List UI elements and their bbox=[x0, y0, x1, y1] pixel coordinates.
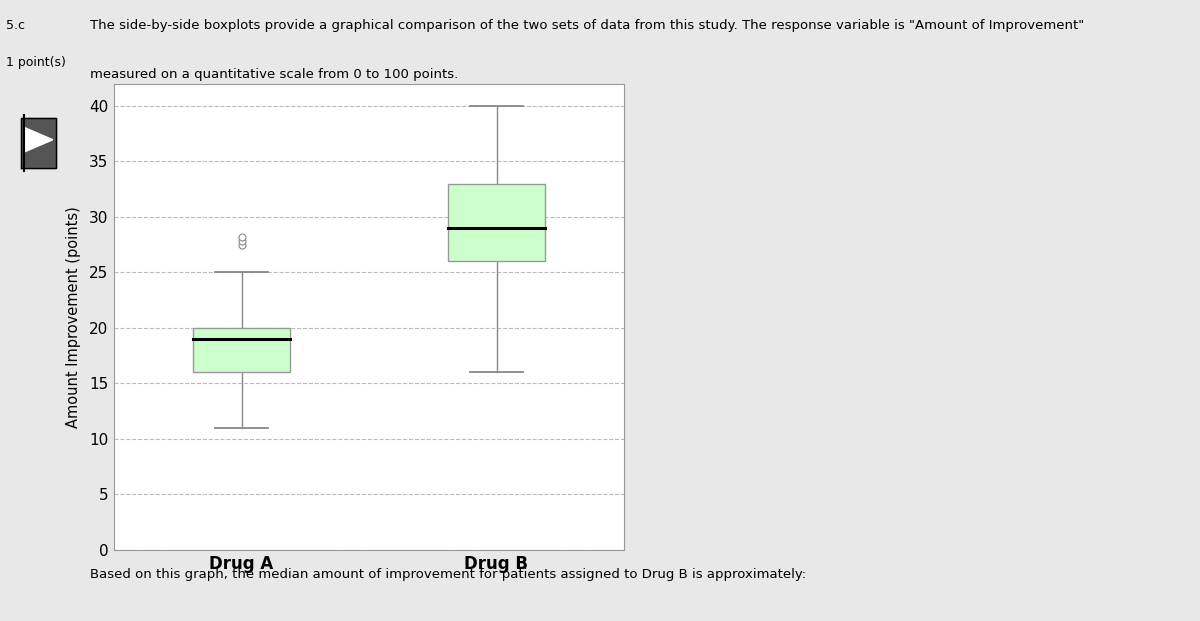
Text: measured on a quantitative scale from 0 to 100 points.: measured on a quantitative scale from 0 … bbox=[90, 68, 458, 81]
Text: 5.c: 5.c bbox=[6, 19, 25, 32]
Y-axis label: Amount Improvement (points): Amount Improvement (points) bbox=[66, 206, 80, 428]
Polygon shape bbox=[24, 127, 53, 152]
Text: The side-by-side boxplots provide a graphical comparison of the two sets of data: The side-by-side boxplots provide a grap… bbox=[90, 19, 1085, 32]
Text: Based on this graph, the median amount of improvement for patients assigned to D: Based on this graph, the median amount o… bbox=[90, 568, 806, 581]
Bar bbox=[448, 184, 545, 261]
Bar bbox=[193, 328, 290, 372]
Text: 1 point(s): 1 point(s) bbox=[6, 56, 66, 69]
Polygon shape bbox=[22, 118, 55, 168]
